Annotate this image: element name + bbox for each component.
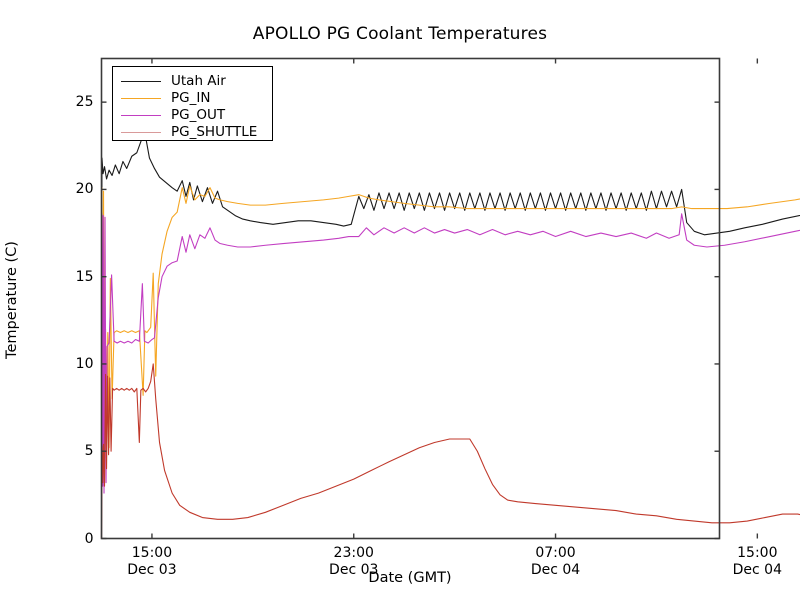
y-tick-label: 0	[84, 530, 94, 547]
x-axis-label: Date (GMT)	[368, 570, 452, 586]
x-tick-date: Dec 04	[732, 561, 782, 578]
series-line-pg-in	[100, 185, 800, 540]
x-tick-time: 15:00	[737, 544, 778, 561]
x-tick-date: Dec 03	[127, 561, 177, 578]
x-tick-time: 15:00	[131, 544, 173, 561]
axis-frame	[100, 57, 721, 540]
legend-item-pg-in[interactable]: PG_IN	[113, 89, 274, 107]
y-tick-label: 25	[75, 94, 94, 111]
legend-swatch-icon	[121, 80, 161, 82]
y-tick-label: 10	[75, 355, 94, 372]
chart-title: APOLLO PG Coolant Temperatures	[252, 24, 548, 44]
x-tick-date: Dec 04	[530, 561, 581, 578]
legend-label: PG_SHUTTLE	[171, 124, 258, 140]
series-line-pg-out	[100, 213, 800, 540]
legend-label: PG_IN	[171, 90, 211, 106]
legend-swatch-icon	[121, 97, 161, 99]
legend-swatch-icon	[121, 131, 161, 133]
x-tick-time: 23:00	[333, 544, 374, 561]
legend-label: PG_OUT	[171, 107, 226, 123]
y-tick-label: 5	[84, 443, 94, 460]
y-tick-label: 15	[75, 268, 94, 285]
x-tick-time: 07:00	[535, 544, 576, 561]
legend-label: Utah Air	[171, 73, 226, 89]
legend-item-utah-air[interactable]: Utah Air	[113, 72, 274, 90]
x-tick-date: Dec 03	[329, 561, 379, 578]
x-tick-label: 23:00 Dec 03	[309, 545, 399, 579]
x-tick-label: 15:00 Dec 04	[712, 545, 800, 579]
legend-item-pg-out[interactable]: PG_OUT	[113, 106, 274, 124]
legend: Utah Air PG_IN PG_OUT PG_SHUTTLE	[112, 66, 273, 141]
x-tick-label: 15:00 Dec 03	[107, 545, 197, 579]
y-tick-label: 20	[75, 181, 94, 198]
legend-item-pg-shuttle[interactable]: PG_SHUTTLE	[113, 123, 274, 141]
series-line-pg-shuttle	[100, 363, 800, 540]
legend-swatch-icon	[121, 114, 161, 116]
x-tick-label: 07:00 Dec 04	[511, 545, 601, 579]
series-line-utah-air	[100, 136, 800, 540]
